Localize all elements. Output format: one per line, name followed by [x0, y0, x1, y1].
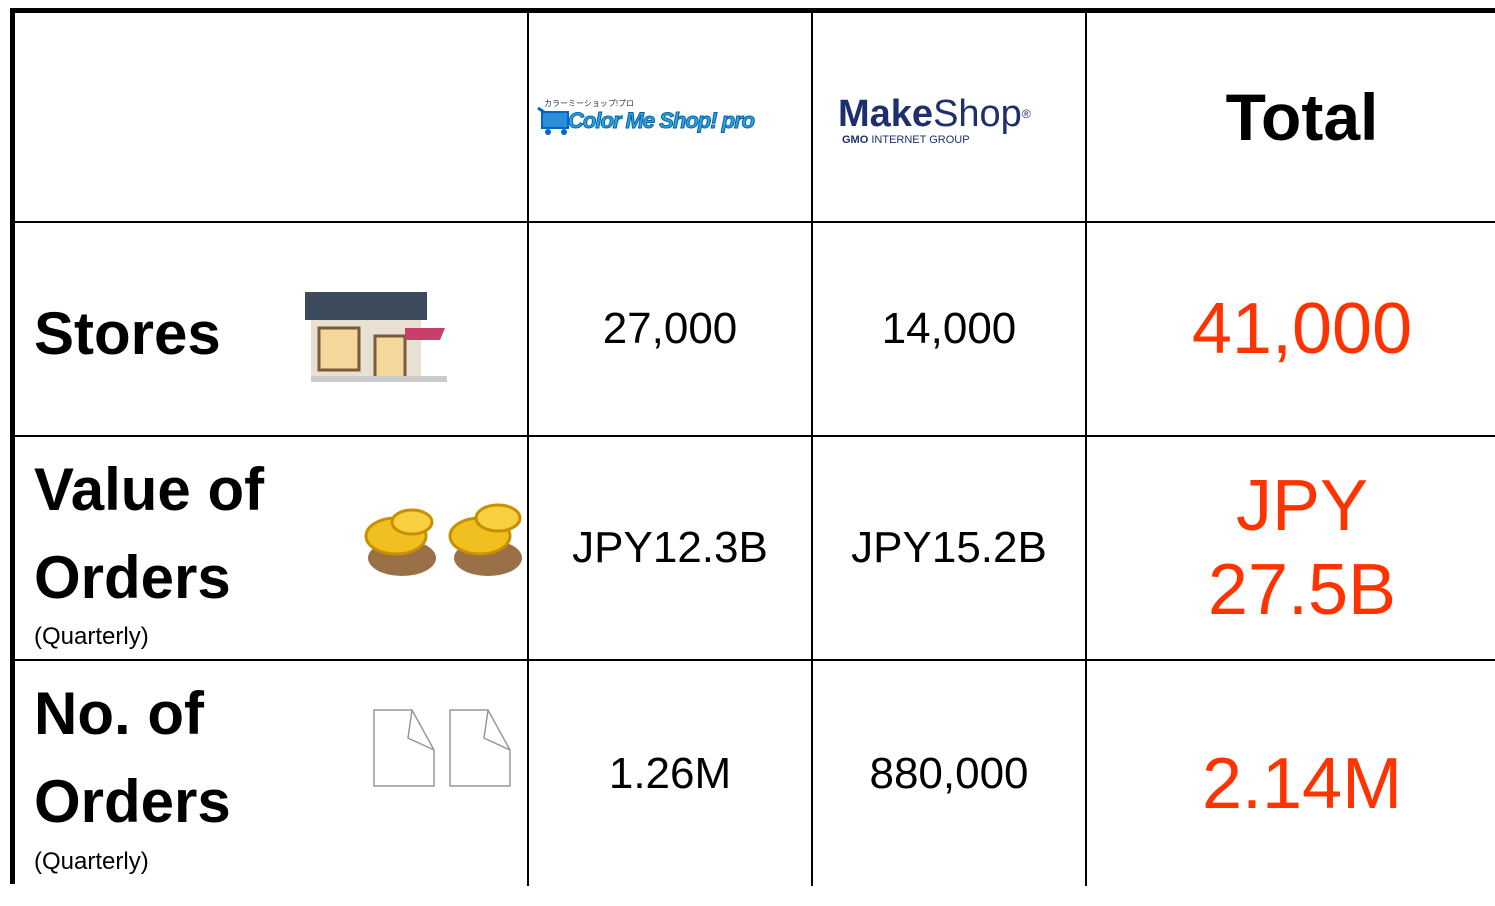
- cart-icon: [537, 106, 569, 135]
- row-note: (Quarterly): [34, 848, 149, 875]
- cell-value: JPY12.3B: [572, 523, 768, 572]
- row-label: No. of Orders: [34, 680, 231, 835]
- cell-value: 880,000: [869, 748, 1029, 798]
- col-line: [527, 10, 529, 886]
- cell-total: 41,000: [1191, 289, 1413, 369]
- logo-group-bold: GMO: [842, 134, 869, 146]
- coins-icon: [364, 503, 522, 576]
- cell-value: JPY15.2B: [851, 523, 1047, 572]
- colorme-logo: カラーミーショップ!プロ Color Me Shop! pro: [536, 98, 808, 148]
- row-line: [12, 221, 1495, 223]
- makeshop-logo: MakeShop® GMO INTERNET GROUP: [838, 94, 1078, 146]
- logo-group: INTERNET GROUP: [871, 134, 970, 146]
- cell-value: 14,000: [881, 304, 1017, 353]
- col-line: [1085, 10, 1087, 886]
- total-text: JPY 27.5B: [1207, 466, 1397, 630]
- logo-light: Shop: [933, 93, 1022, 135]
- logo-name: Color Me Shop! pro: [567, 108, 755, 134]
- header-total: Total: [1225, 80, 1379, 154]
- cell-value: 27,000: [602, 304, 738, 353]
- row-line: [12, 659, 1495, 661]
- logo-bold: Make: [838, 93, 934, 135]
- row-label: Value of Orders: [34, 456, 265, 611]
- store-icon: [305, 292, 447, 382]
- page: カラーミーショップ!プロ Color Me Shop! pro MakeShop…: [10, 8, 1495, 886]
- documents-icon: [373, 709, 511, 787]
- logo-tagline: カラーミーショップ!プロ: [544, 99, 635, 108]
- cell-total: 2.14M: [1201, 743, 1403, 824]
- cell-value: 1.26M: [608, 748, 732, 798]
- row-note: (Quarterly): [34, 623, 149, 650]
- logo-mark: ®: [1021, 107, 1031, 121]
- cell-total: JPY 27.5B: [1087, 437, 1495, 659]
- row-line: [12, 435, 1495, 437]
- row-label: Stores: [34, 300, 221, 367]
- col-line: [811, 10, 813, 886]
- border-left: [10, 8, 15, 884]
- border-top: [10, 8, 1495, 13]
